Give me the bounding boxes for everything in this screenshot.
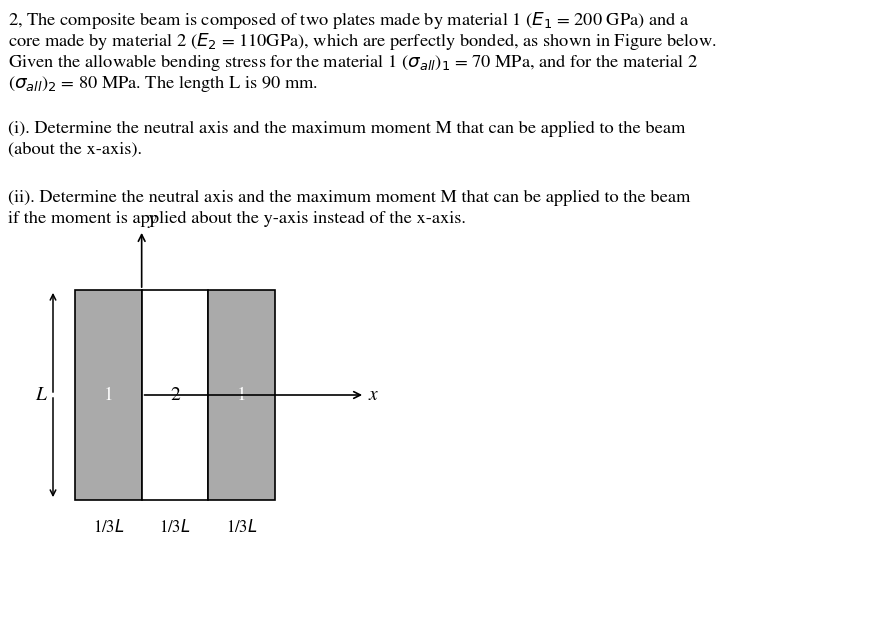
Bar <box>75 290 142 500</box>
Text: x: x <box>369 386 378 404</box>
Text: (ii). Determine the neutral axis and the maximum moment M that can be applied to: (ii). Determine the neutral axis and the… <box>8 190 690 206</box>
Text: y: y <box>148 209 156 228</box>
Text: (i). Determine the neutral axis and the maximum moment M that can be applied to : (i). Determine the neutral axis and the … <box>8 121 685 137</box>
Text: 1: 1 <box>103 386 113 404</box>
Text: core made by material 2 ($E_2$ = 110GPa), which are perfectly bonded, as shown i: core made by material 2 ($E_2$ = 110GPa)… <box>8 31 717 52</box>
Text: 1/3$\it{L}$: 1/3$\it{L}$ <box>226 519 258 536</box>
Text: 2: 2 <box>170 386 180 404</box>
Text: L: L <box>36 386 46 404</box>
Text: 2, The composite beam is composed of two plates made by material 1 ($E_1$ = 200 : 2, The composite beam is composed of two… <box>8 10 689 31</box>
Bar <box>142 290 208 500</box>
Text: 1/3$\it{L}$: 1/3$\it{L}$ <box>159 519 191 536</box>
Text: if the moment is applied about the y-axis instead of the x-axis.: if the moment is applied about the y-axi… <box>8 211 466 227</box>
Text: ($\sigma_{all}$)$_2$ = 80 MPa. The length L is 90 mm.: ($\sigma_{all}$)$_2$ = 80 MPa. The lengt… <box>8 73 318 94</box>
Bar <box>208 290 275 500</box>
Text: Given the allowable bending stress for the material 1 ($\sigma_{all}$)$_1$ = 70 : Given the allowable bending stress for t… <box>8 52 698 73</box>
Text: 1/3$\it{L}$: 1/3$\it{L}$ <box>93 519 124 536</box>
Text: 1: 1 <box>237 386 246 404</box>
Text: (about the x-axis).: (about the x-axis). <box>8 142 142 158</box>
